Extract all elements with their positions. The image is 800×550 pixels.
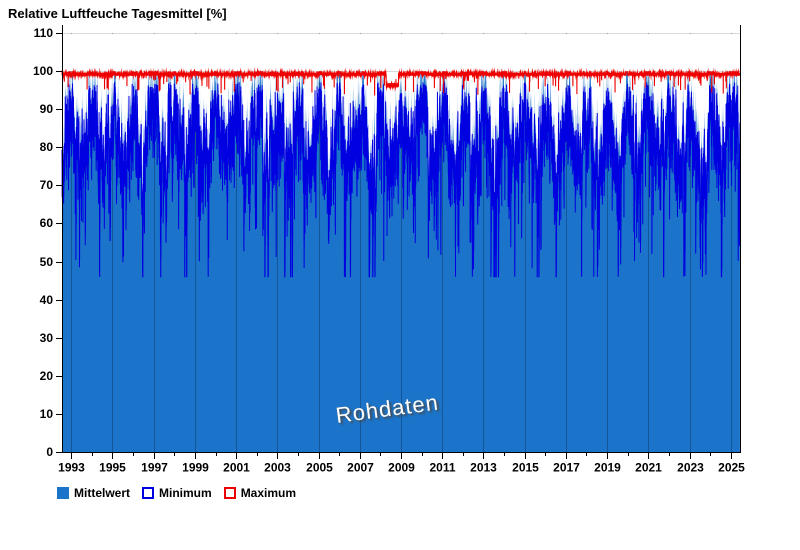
chart-legend: Mittelwert Minimum Maximum — [57, 486, 296, 500]
legend-item-minimum: Minimum — [142, 486, 212, 500]
legend-label-minimum: Minimum — [159, 486, 212, 500]
legend-swatch-maximum — [223, 487, 236, 499]
legend-swatch-mittelwert — [57, 487, 69, 499]
legend-label-mittelwert: Mittelwert — [74, 486, 131, 500]
legend-swatch-minimum — [142, 487, 155, 499]
legend-item-mittelwert: Mittelwert — [57, 486, 130, 500]
legend-label-maximum: Maximum — [240, 486, 297, 500]
legend-item-maximum: Maximum — [223, 486, 297, 500]
chart-canvas — [0, 0, 800, 480]
